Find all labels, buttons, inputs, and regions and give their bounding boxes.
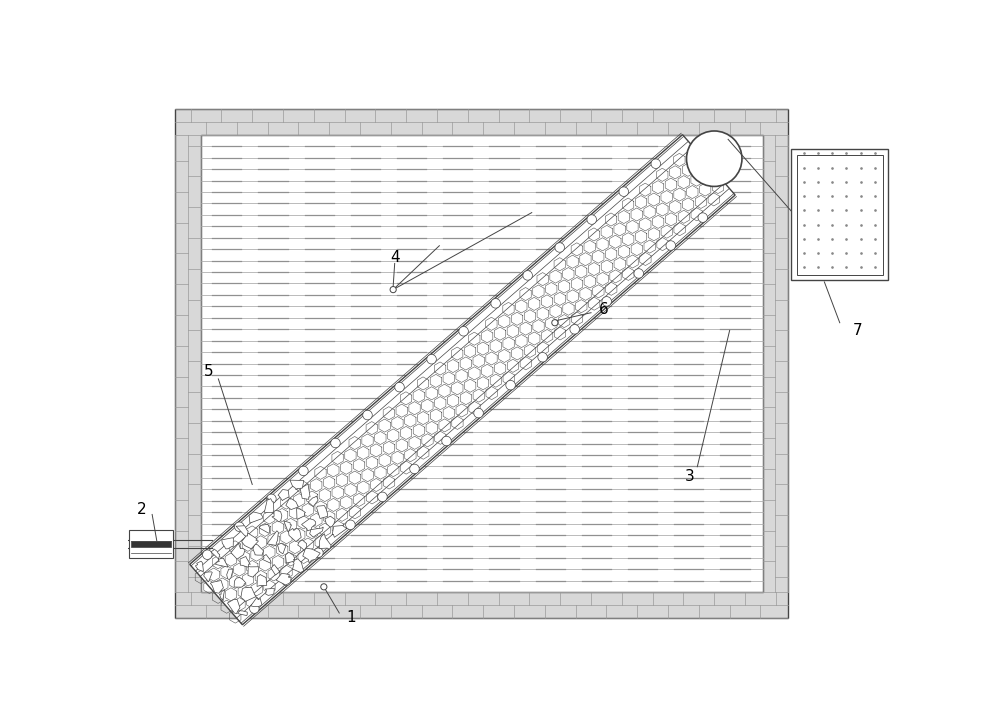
Polygon shape <box>300 484 310 499</box>
Circle shape <box>442 436 451 446</box>
Text: 2: 2 <box>137 503 146 518</box>
Polygon shape <box>242 533 258 549</box>
Polygon shape <box>297 508 306 519</box>
Circle shape <box>378 492 387 502</box>
Circle shape <box>687 131 742 186</box>
Polygon shape <box>278 490 289 501</box>
Circle shape <box>602 297 611 306</box>
Polygon shape <box>278 543 286 554</box>
Text: 3: 3 <box>685 469 694 484</box>
Polygon shape <box>317 506 328 518</box>
Polygon shape <box>222 538 233 549</box>
Circle shape <box>410 464 419 473</box>
Polygon shape <box>292 559 304 573</box>
Polygon shape <box>190 135 735 625</box>
Polygon shape <box>251 597 262 607</box>
Polygon shape <box>264 498 274 513</box>
Circle shape <box>250 604 259 613</box>
Polygon shape <box>236 525 248 536</box>
Polygon shape <box>310 527 323 537</box>
Circle shape <box>570 324 579 334</box>
Polygon shape <box>257 575 267 587</box>
Circle shape <box>282 576 291 585</box>
Bar <box>131 540 171 547</box>
Polygon shape <box>308 496 318 506</box>
Circle shape <box>552 319 558 326</box>
Polygon shape <box>220 590 225 600</box>
Polygon shape <box>249 512 262 523</box>
Polygon shape <box>265 588 274 595</box>
Polygon shape <box>227 569 233 580</box>
Circle shape <box>203 550 212 560</box>
Circle shape <box>427 354 436 364</box>
Circle shape <box>698 212 708 222</box>
Circle shape <box>267 494 276 503</box>
Circle shape <box>491 299 500 308</box>
Circle shape <box>235 522 244 532</box>
Polygon shape <box>248 566 259 577</box>
Circle shape <box>314 548 323 558</box>
Polygon shape <box>303 548 320 563</box>
Bar <box>129 530 173 558</box>
Text: 1: 1 <box>346 610 356 625</box>
Polygon shape <box>271 565 280 575</box>
Circle shape <box>506 380 515 390</box>
Polygon shape <box>267 530 278 546</box>
Circle shape <box>363 410 372 420</box>
Bar <box>791 150 888 280</box>
Bar <box>797 155 883 275</box>
Bar <box>201 135 763 593</box>
Polygon shape <box>332 525 347 538</box>
Polygon shape <box>211 549 220 559</box>
Circle shape <box>86 540 92 547</box>
Polygon shape <box>290 480 304 490</box>
Polygon shape <box>272 511 282 522</box>
Polygon shape <box>238 610 247 615</box>
Polygon shape <box>234 578 246 587</box>
Polygon shape <box>204 572 212 582</box>
Circle shape <box>634 269 643 278</box>
Polygon shape <box>276 573 291 585</box>
Polygon shape <box>195 561 203 571</box>
Polygon shape <box>286 499 298 510</box>
Text: 5: 5 <box>204 364 213 379</box>
Circle shape <box>523 271 532 280</box>
Polygon shape <box>302 518 316 531</box>
Polygon shape <box>253 544 263 555</box>
Circle shape <box>555 242 564 252</box>
Circle shape <box>459 327 468 336</box>
Polygon shape <box>259 524 270 533</box>
Circle shape <box>321 584 327 590</box>
Circle shape <box>651 159 661 168</box>
Circle shape <box>666 241 676 250</box>
Polygon shape <box>231 543 245 559</box>
Circle shape <box>619 187 629 196</box>
Polygon shape <box>210 580 223 593</box>
Circle shape <box>299 466 308 476</box>
Polygon shape <box>240 556 250 568</box>
Bar <box>175 109 788 617</box>
Text: 7: 7 <box>853 323 862 338</box>
Circle shape <box>538 352 547 362</box>
Polygon shape <box>319 534 331 549</box>
Circle shape <box>474 409 483 418</box>
Polygon shape <box>285 553 295 563</box>
Polygon shape <box>298 540 307 550</box>
Polygon shape <box>241 588 256 601</box>
Bar <box>97 533 112 555</box>
Circle shape <box>346 520 355 530</box>
Text: 6: 6 <box>598 302 608 317</box>
Text: 4: 4 <box>391 250 400 265</box>
Polygon shape <box>262 555 271 563</box>
Circle shape <box>587 215 597 225</box>
Circle shape <box>395 382 404 392</box>
Polygon shape <box>288 528 301 542</box>
Circle shape <box>390 287 396 293</box>
Circle shape <box>331 438 340 448</box>
Polygon shape <box>325 516 335 527</box>
Polygon shape <box>227 600 240 614</box>
Polygon shape <box>284 521 292 532</box>
Polygon shape <box>216 558 228 567</box>
